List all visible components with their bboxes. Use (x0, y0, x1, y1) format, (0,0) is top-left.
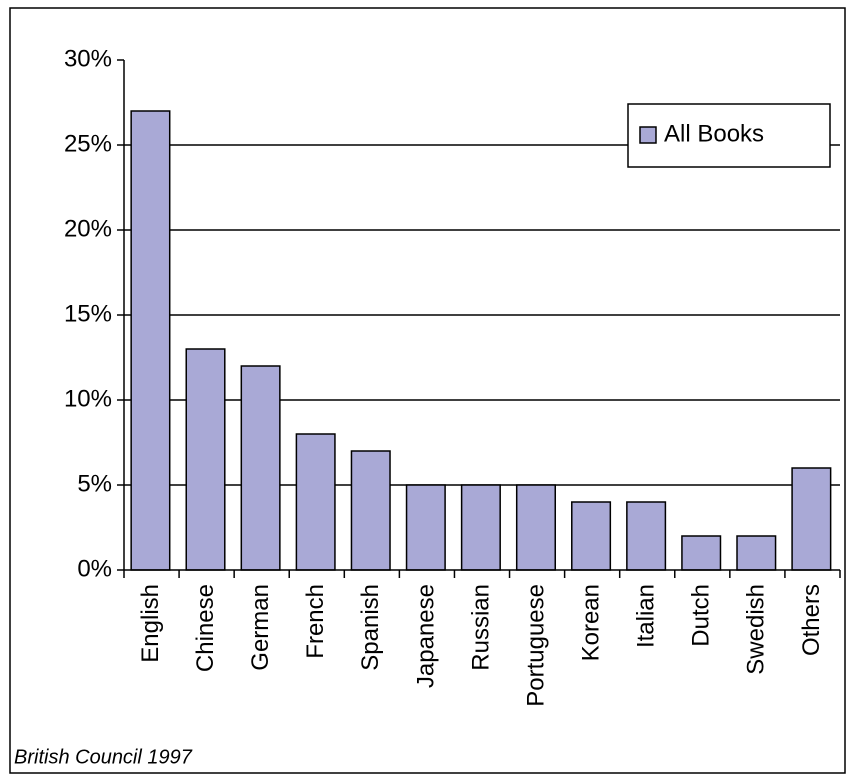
bar (515, 484, 557, 571)
y-tick-label: 25% (64, 130, 112, 157)
x-tick-label: Russian (467, 584, 494, 671)
y-tick-label: 0% (77, 555, 112, 582)
x-tick-label: French (302, 584, 329, 659)
y-tick-label: 30% (64, 45, 112, 72)
x-tick-label: German (247, 584, 274, 671)
x-tick-label: Portuguese (522, 584, 549, 707)
bar (295, 433, 336, 571)
bar (350, 450, 391, 571)
bar (460, 484, 501, 571)
y-tick-label: 10% (64, 385, 112, 412)
bar (736, 535, 777, 571)
x-tick-label: Spanish (357, 584, 384, 671)
legend: All Books (627, 103, 831, 168)
x-tick-label: Others (798, 584, 825, 656)
legend-box (627, 103, 831, 168)
x-tick-label: Dutch (688, 584, 715, 647)
bar (185, 348, 226, 571)
x-tick-label: Swedish (743, 584, 770, 675)
y-tick-label: 20% (64, 215, 112, 242)
x-tick-label: English (137, 584, 164, 663)
bar (626, 501, 667, 571)
x-tick-label: Japanese (412, 584, 439, 688)
bar (681, 535, 722, 571)
bar (571, 501, 612, 571)
x-tick-label: Chinese (192, 584, 219, 672)
legend-swatch (639, 126, 657, 144)
x-tick-label: Italian (633, 584, 660, 648)
bar (405, 484, 446, 571)
bar (791, 467, 832, 571)
x-tick-label: Korean (577, 584, 604, 661)
legend-label: All Books (664, 120, 764, 147)
bar (240, 365, 281, 571)
y-tick-label: 5% (77, 470, 112, 497)
y-tick-label: 15% (64, 300, 112, 327)
bar (130, 110, 171, 571)
annotation: British Council 1997 (14, 746, 193, 768)
